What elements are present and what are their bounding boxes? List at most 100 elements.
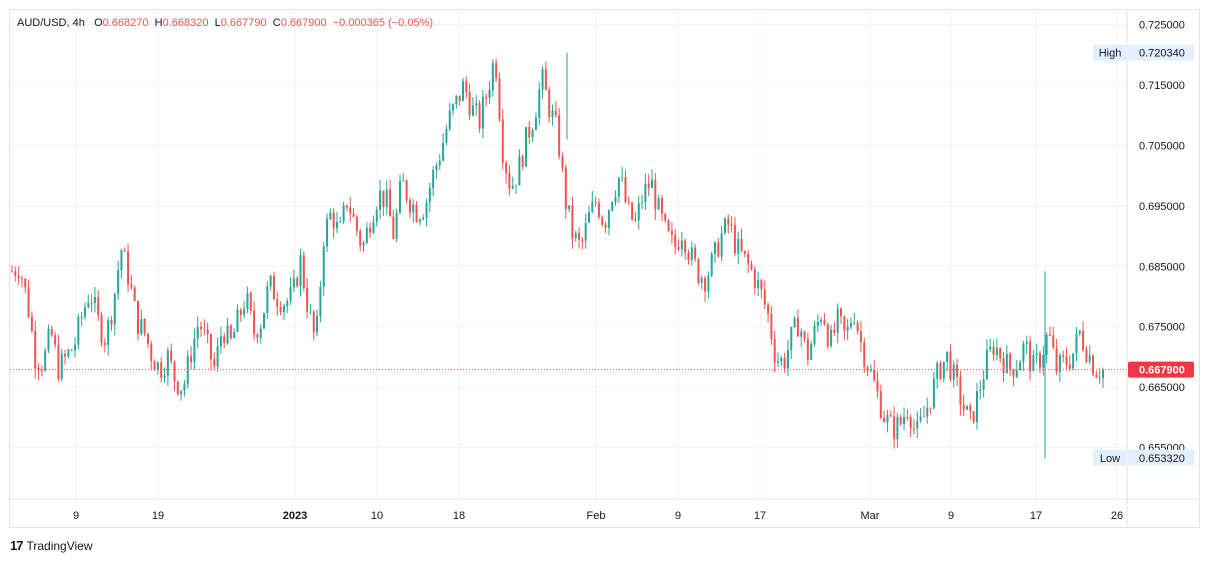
- candle-body: [866, 366, 869, 371]
- candle: [564, 164, 567, 219]
- candle: [87, 294, 90, 309]
- candle: [806, 332, 809, 366]
- candle: [999, 347, 1002, 363]
- candle: [1009, 352, 1012, 376]
- candle-body: [836, 308, 839, 333]
- candle: [137, 300, 140, 340]
- candle-body: [312, 311, 315, 333]
- candle-body: [936, 363, 939, 379]
- candle-body: [879, 391, 882, 418]
- candle: [1078, 330, 1081, 337]
- candle: [1025, 335, 1028, 355]
- candle-body: [1035, 353, 1038, 356]
- candle-body: [67, 349, 70, 357]
- candle: [651, 169, 654, 189]
- candle-body: [912, 428, 915, 430]
- candle: [704, 275, 707, 302]
- candle: [223, 332, 226, 349]
- candle-body: [889, 415, 892, 417]
- candle: [196, 316, 199, 349]
- candle-body: [70, 349, 73, 351]
- candle-body: [810, 343, 813, 360]
- candle-body: [80, 316, 83, 318]
- candle: [644, 173, 647, 211]
- candle: [707, 271, 710, 299]
- candle: [810, 340, 813, 361]
- candle-body: [448, 110, 451, 130]
- candle-body: [717, 242, 720, 257]
- candle-body: [594, 201, 597, 203]
- candle-body: [571, 205, 574, 239]
- candle: [777, 352, 780, 368]
- candle: [617, 176, 620, 204]
- candle: [77, 313, 80, 350]
- candle-body: [604, 224, 607, 228]
- candle: [332, 208, 335, 239]
- candle: [110, 316, 113, 331]
- low-marker-label: Low: [1100, 453, 1120, 465]
- candle: [866, 365, 869, 376]
- candle-body: [952, 364, 955, 380]
- candle-body: [1009, 353, 1012, 370]
- candle-body: [873, 369, 876, 381]
- candle: [50, 325, 53, 338]
- candle-body: [481, 97, 484, 129]
- candle-body: [1025, 341, 1028, 344]
- candle-body: [992, 346, 995, 356]
- candle-body: [737, 238, 740, 254]
- candle-body: [309, 311, 312, 313]
- tradingview-branding[interactable]: 17 TradingView: [10, 538, 93, 553]
- candle: [859, 321, 862, 353]
- candle-body: [704, 278, 707, 292]
- candle: [1082, 321, 1085, 353]
- candle: [296, 275, 299, 288]
- candle: [903, 407, 906, 431]
- candle-body: [1012, 369, 1015, 377]
- candle-body: [27, 287, 30, 317]
- candle-body: [1032, 355, 1035, 372]
- candle: [1032, 350, 1035, 372]
- candle-body: [369, 227, 372, 233]
- candle: [906, 408, 909, 421]
- candle-body: [130, 284, 133, 288]
- candle: [64, 349, 67, 365]
- candle: [1068, 354, 1071, 372]
- candle: [790, 326, 793, 359]
- candle-body: [137, 300, 140, 335]
- candle-body: [349, 207, 352, 214]
- candle: [176, 380, 179, 397]
- candle-body: [753, 269, 756, 288]
- candle: [853, 313, 856, 326]
- chart-frame[interactable]: [9, 9, 1200, 528]
- candle-body: [1055, 347, 1058, 372]
- candle-body: [916, 420, 919, 429]
- candle-body: [876, 380, 879, 392]
- candle-body: [345, 205, 348, 208]
- candle-body: [631, 202, 634, 220]
- candle: [667, 219, 670, 233]
- candle: [687, 249, 690, 265]
- candle: [750, 260, 753, 271]
- legend-high-label: H: [154, 17, 163, 29]
- candle-body: [561, 156, 564, 168]
- candle: [365, 222, 368, 245]
- last-price-marker: 0.667900: [1128, 361, 1194, 378]
- candle: [631, 201, 634, 221]
- candle-body: [176, 381, 179, 395]
- candle: [985, 339, 988, 381]
- candle-body: [229, 325, 232, 338]
- candle: [372, 215, 375, 234]
- x-tick-label: 9: [73, 510, 79, 522]
- candle: [929, 407, 932, 415]
- candle-body: [352, 213, 355, 217]
- candle: [1102, 367, 1104, 389]
- candle-body: [780, 357, 783, 362]
- candle: [518, 149, 521, 186]
- candle-body: [906, 416, 909, 418]
- candle: [697, 257, 700, 286]
- candle-body: [999, 348, 1002, 359]
- candle-body: [763, 289, 766, 305]
- candle: [597, 198, 600, 220]
- candle-body: [44, 350, 47, 371]
